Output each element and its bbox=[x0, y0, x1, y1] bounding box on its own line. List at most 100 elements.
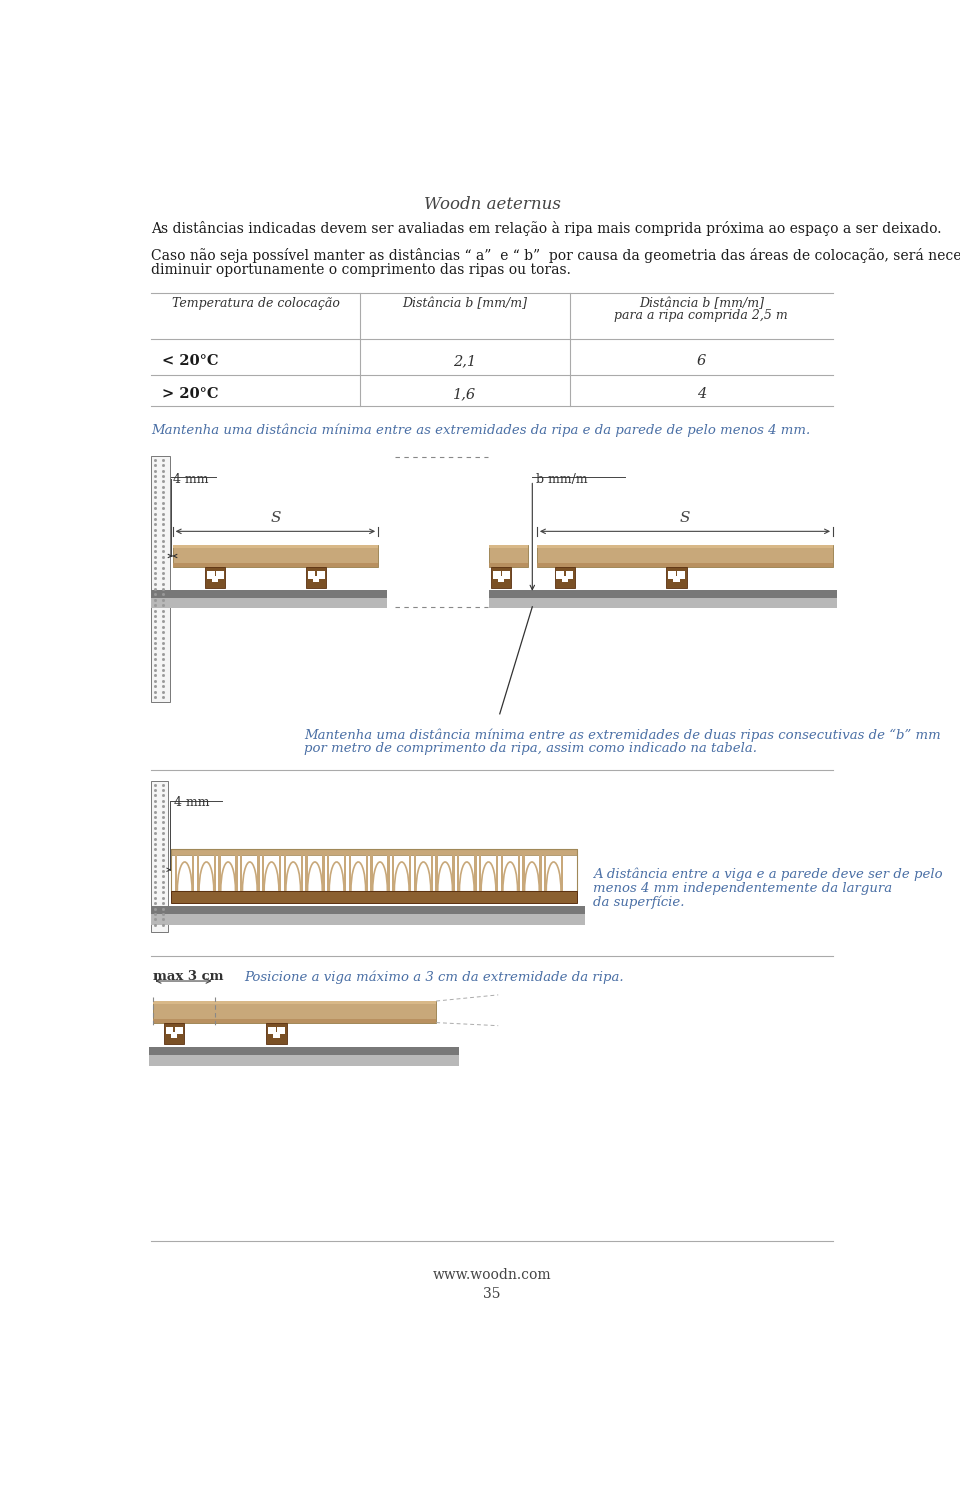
Bar bbox=[371, 855, 372, 890]
Bar bbox=[537, 545, 833, 548]
Text: 35: 35 bbox=[483, 1288, 501, 1301]
Bar bbox=[175, 1027, 182, 1035]
Bar bbox=[192, 855, 194, 890]
Bar bbox=[300, 855, 303, 890]
Bar bbox=[267, 1023, 287, 1044]
Bar bbox=[153, 1001, 436, 1023]
Bar bbox=[498, 576, 504, 582]
Text: Mantenha uma distância mínima entre as extremidades de duas ripas consecutivas d: Mantenha uma distância mínima entre as e… bbox=[304, 728, 941, 742]
Bar bbox=[149, 1054, 460, 1066]
Bar bbox=[492, 572, 500, 579]
Text: Woodn aeternus: Woodn aeternus bbox=[423, 195, 561, 213]
Bar bbox=[431, 855, 433, 890]
Bar bbox=[151, 914, 585, 925]
Bar bbox=[153, 1001, 436, 1004]
Bar bbox=[149, 1047, 460, 1054]
Bar bbox=[262, 855, 264, 890]
Bar bbox=[323, 855, 324, 890]
Bar bbox=[677, 572, 685, 579]
Text: As distâncias indicadas devem ser avaliadas em relação à ripa mais comprida próx: As distâncias indicadas devem ser avalia… bbox=[151, 220, 942, 237]
Bar bbox=[171, 890, 577, 904]
Bar bbox=[206, 572, 214, 579]
Bar bbox=[277, 1027, 285, 1035]
Bar bbox=[537, 545, 833, 567]
Bar bbox=[283, 855, 286, 890]
Text: Caso não seja possível manter as distâncias “ a”  e “ b”  por causa da geometria: Caso não seja possível manter as distânc… bbox=[151, 249, 960, 264]
Text: > 20°C: > 20°C bbox=[162, 387, 218, 402]
Bar bbox=[305, 855, 307, 890]
Bar bbox=[502, 572, 510, 579]
Bar bbox=[214, 855, 216, 890]
Text: Distância b [mm/m]: Distância b [mm/m] bbox=[402, 298, 527, 310]
Bar bbox=[496, 855, 498, 890]
Bar bbox=[489, 597, 837, 609]
Bar bbox=[409, 855, 412, 890]
Bar bbox=[166, 1027, 174, 1035]
Bar bbox=[153, 1018, 436, 1023]
Text: Posicione a viga máximo a 3 cm da extremidade da ripa.: Posicione a viga máximo a 3 cm da extrem… bbox=[244, 971, 624, 984]
Bar bbox=[205, 567, 226, 588]
Text: menos 4 mm independentemente da largura: menos 4 mm independentemente da largura bbox=[592, 881, 892, 895]
Text: diminuir oportunamente o comprimento das ripas ou toras.: diminuir oportunamente o comprimento das… bbox=[151, 264, 571, 277]
Bar bbox=[313, 576, 319, 582]
Bar bbox=[240, 855, 243, 890]
Text: 2,1: 2,1 bbox=[453, 354, 476, 368]
Bar bbox=[257, 855, 259, 890]
Bar bbox=[348, 855, 351, 890]
Text: 4: 4 bbox=[697, 387, 706, 402]
Bar bbox=[557, 572, 564, 579]
Bar bbox=[327, 855, 329, 890]
Bar bbox=[565, 572, 573, 579]
Bar bbox=[175, 855, 178, 890]
Text: Mantenha uma distância mínima entre as extremidades da ripa e da parede de pelo : Mantenha uma distância mínima entre as e… bbox=[151, 423, 810, 438]
Bar bbox=[544, 855, 546, 890]
Bar bbox=[173, 563, 378, 567]
Bar bbox=[151, 456, 170, 703]
Bar bbox=[668, 572, 676, 579]
Bar bbox=[489, 545, 528, 548]
Bar bbox=[268, 1027, 276, 1035]
Bar bbox=[479, 855, 481, 890]
Bar bbox=[219, 855, 221, 890]
Bar bbox=[452, 855, 455, 890]
Bar bbox=[489, 563, 528, 567]
Text: 6: 6 bbox=[697, 354, 706, 368]
Bar bbox=[151, 590, 388, 597]
Bar bbox=[666, 567, 686, 588]
Bar bbox=[307, 572, 315, 579]
Bar bbox=[235, 855, 238, 890]
Text: 1,6: 1,6 bbox=[453, 387, 476, 402]
Bar bbox=[522, 855, 524, 890]
Bar bbox=[500, 855, 503, 890]
Bar bbox=[278, 855, 281, 890]
Text: < 20°C: < 20°C bbox=[162, 354, 218, 368]
Bar bbox=[555, 567, 575, 588]
Bar bbox=[171, 1032, 178, 1038]
Bar bbox=[457, 855, 460, 890]
Text: Distância b [mm/m]: Distância b [mm/m] bbox=[638, 298, 764, 310]
Bar bbox=[164, 1023, 184, 1044]
Text: max 3 cm: max 3 cm bbox=[153, 971, 223, 983]
Text: www.woodn.com: www.woodn.com bbox=[433, 1269, 551, 1282]
Bar bbox=[392, 855, 395, 890]
Bar bbox=[562, 576, 568, 582]
Bar bbox=[344, 855, 347, 890]
Bar bbox=[388, 855, 390, 890]
Bar bbox=[212, 576, 219, 582]
Bar bbox=[436, 855, 438, 890]
Bar bbox=[489, 590, 837, 597]
Bar bbox=[197, 855, 199, 890]
Bar bbox=[173, 545, 378, 548]
Bar bbox=[151, 597, 388, 609]
Text: por metro de comprimento da ripa, assim como indicado na tabela.: por metro de comprimento da ripa, assim … bbox=[304, 743, 757, 755]
Text: 4 mm: 4 mm bbox=[174, 474, 209, 485]
Bar bbox=[414, 855, 416, 890]
Text: S: S bbox=[680, 511, 690, 526]
Text: da superfície.: da superfície. bbox=[592, 895, 684, 910]
Bar bbox=[306, 567, 326, 588]
Text: 4 mm: 4 mm bbox=[175, 797, 209, 809]
Bar bbox=[171, 849, 577, 855]
Text: b mm/m: b mm/m bbox=[537, 474, 588, 485]
Bar bbox=[537, 563, 833, 567]
Bar bbox=[274, 1032, 279, 1038]
